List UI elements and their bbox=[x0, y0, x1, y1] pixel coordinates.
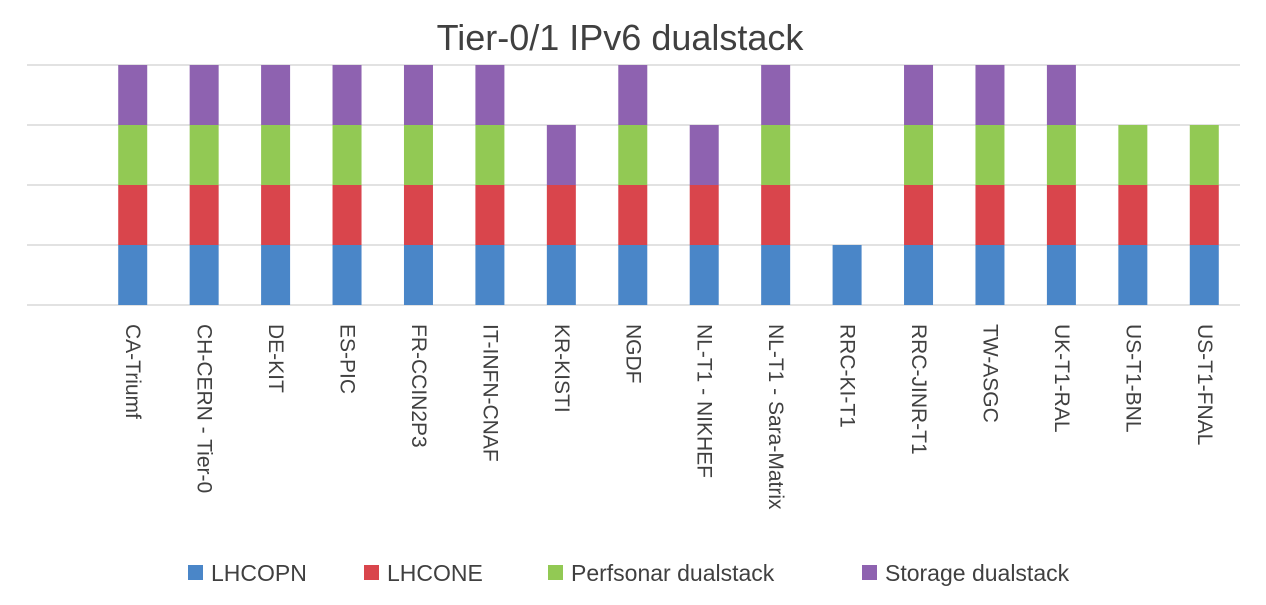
bar-segment-lhcone bbox=[618, 185, 648, 245]
bar-segment-lhcopn bbox=[332, 245, 362, 305]
chart-title: Tier-0/1 IPv6 dualstack bbox=[437, 17, 805, 58]
bar-segment-perfsonar-dualstack bbox=[904, 125, 934, 185]
bar-segment-lhcopn bbox=[475, 245, 505, 305]
bar-segment-lhcopn bbox=[689, 245, 719, 305]
bar-segment-perfsonar-dualstack bbox=[1046, 125, 1076, 185]
bar-segment-storage-dualstack bbox=[904, 65, 934, 125]
bar-segment-perfsonar-dualstack bbox=[1189, 125, 1219, 185]
bar-segment-lhcopn bbox=[1189, 245, 1219, 305]
bars bbox=[118, 65, 1219, 305]
bar-segment-storage-dualstack bbox=[975, 65, 1005, 125]
x-axis-labels: CA-Triumf CH-CERN - Tier-0 DE-KIT ES-PIC FR-… bbox=[121, 324, 1216, 510]
bar-segment-perfsonar-dualstack bbox=[189, 125, 219, 185]
legend-swatch bbox=[548, 565, 563, 580]
bar-segment-lhcone bbox=[761, 185, 791, 245]
bar-segment-perfsonar-dualstack bbox=[118, 125, 148, 185]
bar-segment-storage-dualstack bbox=[689, 125, 719, 185]
bar-segment-lhcone bbox=[261, 185, 291, 245]
x-tick-label: TW-ASGC bbox=[978, 324, 1001, 423]
bar-segment-lhcone bbox=[975, 185, 1005, 245]
bar-segment-lhcopn bbox=[832, 245, 862, 305]
bar-segment-perfsonar-dualstack bbox=[975, 125, 1005, 185]
bar-segment-perfsonar-dualstack bbox=[332, 125, 362, 185]
bar-segment-perfsonar-dualstack bbox=[475, 125, 505, 185]
bar-segment-lhcone bbox=[403, 185, 433, 245]
bar-segment-storage-dualstack bbox=[618, 65, 648, 125]
bar-segment-perfsonar-dualstack bbox=[261, 125, 291, 185]
x-tick-label: NGDF bbox=[621, 324, 644, 384]
bar-segment-lhcone bbox=[475, 185, 505, 245]
x-tick-label: RRC-KI-T1 bbox=[836, 324, 859, 428]
bar-segment-lhcone bbox=[118, 185, 148, 245]
bar-segment-lhcone bbox=[1189, 185, 1219, 245]
bar-segment-lhcone bbox=[1046, 185, 1076, 245]
x-tick-label: IT-INFN-CNAF bbox=[478, 324, 501, 462]
x-tick-label: DE-KIT bbox=[264, 324, 287, 393]
bar-segment-storage-dualstack bbox=[1046, 65, 1076, 125]
bar-segment-lhcopn bbox=[546, 245, 576, 305]
bar-segment-perfsonar-dualstack bbox=[618, 125, 648, 185]
bar-segment-storage-dualstack bbox=[118, 65, 148, 125]
x-tick-label: US-T1-FNAL bbox=[1193, 324, 1216, 445]
bar-segment-lhcone bbox=[546, 185, 576, 245]
legend-label: LHCONE bbox=[387, 560, 483, 586]
bar-segment-lhcopn bbox=[904, 245, 934, 305]
bar-segment-lhcopn bbox=[975, 245, 1005, 305]
legend-swatch bbox=[364, 565, 379, 580]
bar-segment-lhcone bbox=[689, 185, 719, 245]
legend-item: Storage dualstack bbox=[862, 560, 1070, 586]
bar-segment-storage-dualstack bbox=[403, 65, 433, 125]
x-tick-label: NL-T1 - NIKHEF bbox=[693, 324, 716, 478]
legend-item: LHCOPN bbox=[188, 560, 307, 586]
x-tick-label: FR-CCIN2P3 bbox=[407, 324, 430, 448]
bar-segment-perfsonar-dualstack bbox=[403, 125, 433, 185]
legend-swatch bbox=[188, 565, 203, 580]
legend-item: Perfsonar dualstack bbox=[548, 560, 775, 586]
bar-segment-storage-dualstack bbox=[761, 65, 791, 125]
x-tick-label: KR-KISTI bbox=[550, 324, 573, 413]
bar-segment-perfsonar-dualstack bbox=[761, 125, 791, 185]
x-tick-label: US-T1-BNL bbox=[1121, 324, 1144, 433]
x-tick-label: ES-PIC bbox=[336, 324, 359, 394]
legend: LHCOPN LHCONE Perfsonar dualstack Storage d… bbox=[188, 560, 1070, 586]
bar-segment-lhcopn bbox=[1046, 245, 1076, 305]
bar-segment-storage-dualstack bbox=[475, 65, 505, 125]
legend-item: LHCONE bbox=[364, 560, 483, 586]
legend-label: LHCOPN bbox=[211, 560, 307, 586]
bar-segment-lhcopn bbox=[761, 245, 791, 305]
bar-segment-lhcopn bbox=[618, 245, 648, 305]
bar-segment-lhcopn bbox=[118, 245, 148, 305]
legend-label: Perfsonar dualstack bbox=[571, 560, 775, 586]
x-tick-label: CH-CERN - Tier-0 bbox=[193, 324, 216, 493]
bar-segment-storage-dualstack bbox=[332, 65, 362, 125]
legend-swatch bbox=[862, 565, 877, 580]
x-tick-label: UK-T1-RAL bbox=[1050, 324, 1073, 433]
x-tick-label: NL-T1 - Sara-Matrix bbox=[764, 324, 787, 510]
bar-segment-storage-dualstack bbox=[546, 125, 576, 185]
bar-segment-lhcone bbox=[189, 185, 219, 245]
bar-segment-lhcone bbox=[332, 185, 362, 245]
bar-segment-lhcone bbox=[1118, 185, 1148, 245]
bar-segment-lhcone bbox=[904, 185, 934, 245]
bar-segment-lhcopn bbox=[403, 245, 433, 305]
x-tick-label: RRC-JINR-T1 bbox=[907, 324, 930, 455]
bar-segment-perfsonar-dualstack bbox=[1118, 125, 1148, 185]
bar-segment-lhcopn bbox=[1118, 245, 1148, 305]
legend-label: Storage dualstack bbox=[885, 560, 1070, 586]
bar-segment-storage-dualstack bbox=[189, 65, 219, 125]
bar-segment-lhcopn bbox=[189, 245, 219, 305]
bar-segment-lhcopn bbox=[261, 245, 291, 305]
x-tick-label: CA-Triumf bbox=[121, 324, 144, 419]
bar-segment-storage-dualstack bbox=[261, 65, 291, 125]
